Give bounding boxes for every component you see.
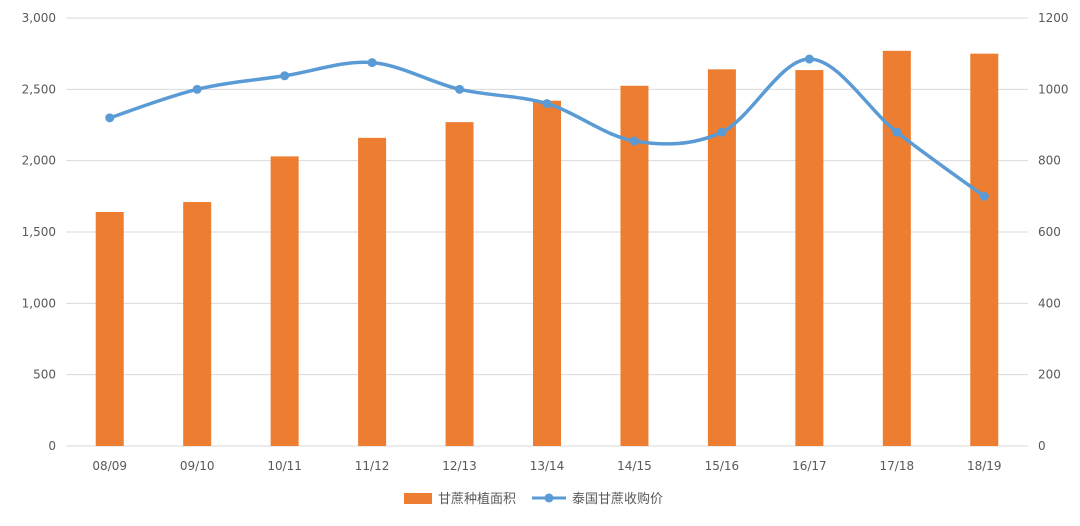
x-tick-label: 09/10	[180, 459, 215, 473]
y-right-tick-label: 0	[1038, 439, 1046, 453]
y-left-tick-label: 1,500	[22, 225, 56, 239]
legend-bar-label: 甘蔗种植面积	[438, 492, 516, 507]
line-point	[192, 84, 202, 94]
bar	[183, 202, 212, 446]
x-tick-label: 14/15	[617, 459, 652, 473]
legend-bar-swatch	[404, 493, 432, 504]
bar	[358, 137, 387, 446]
bar	[620, 85, 649, 447]
x-tick-label: 10/11	[267, 459, 302, 473]
y-left-tick-label: 2,500	[22, 82, 56, 96]
line-point	[979, 191, 989, 201]
x-tick-label: 08/09	[92, 459, 127, 473]
x-tick-label: 15/16	[705, 459, 740, 473]
y-right-tick-label: 1000	[1038, 82, 1069, 96]
line-point	[367, 58, 377, 68]
y-right-tick-label: 1200	[1038, 11, 1069, 25]
y-left-tick-label: 500	[33, 368, 56, 382]
y-right-tick-label: 200	[1038, 368, 1061, 382]
x-axis: 08/09 09/10 10/11 11/12 12/13 13/14 14/15 15/16…	[92, 459, 1001, 473]
line-series	[105, 54, 989, 201]
y-left-tick-label: 3,000	[22, 11, 56, 25]
x-tick-label: 11/12	[355, 459, 390, 473]
legend-line-marker	[544, 493, 554, 503]
bar	[95, 212, 124, 446]
bar	[270, 156, 299, 447]
x-tick-label: 18/19	[967, 459, 1002, 473]
legend-line-label: 泰国甘蔗收购价	[572, 491, 663, 507]
line-point	[542, 99, 552, 109]
legend: 甘蔗种植面积 泰国甘蔗收购价	[404, 491, 663, 507]
bar	[445, 122, 474, 446]
left-y-axis: 0 500 1,000 1,500 2,000 2,500 3,000	[22, 11, 56, 453]
line-point	[105, 113, 115, 123]
line-point	[280, 71, 290, 81]
bar	[970, 53, 999, 447]
bar	[882, 50, 911, 447]
x-tick-label: 17/18	[880, 459, 915, 473]
x-tick-label: 16/17	[792, 459, 827, 473]
line-point	[629, 136, 639, 146]
line-point	[804, 54, 814, 64]
x-tick-label: 13/14	[530, 459, 565, 473]
bar-series	[95, 50, 999, 447]
bar	[795, 70, 824, 446]
y-right-tick-label: 400	[1038, 296, 1061, 310]
x-tick-label: 12/13	[442, 459, 477, 473]
right-y-axis: 0 200 400 600 800 1000 1200	[1038, 11, 1069, 453]
line-point	[717, 127, 727, 137]
y-left-tick-label: 2,000	[22, 154, 56, 168]
y-left-tick-label: 0	[48, 439, 56, 453]
price-line	[107, 57, 987, 199]
y-right-tick-label: 800	[1038, 154, 1061, 168]
bar	[533, 100, 561, 446]
y-left-tick-label: 1,000	[22, 296, 56, 310]
line-point	[455, 84, 465, 94]
line-point	[892, 127, 902, 137]
y-right-tick-label: 600	[1038, 225, 1061, 239]
